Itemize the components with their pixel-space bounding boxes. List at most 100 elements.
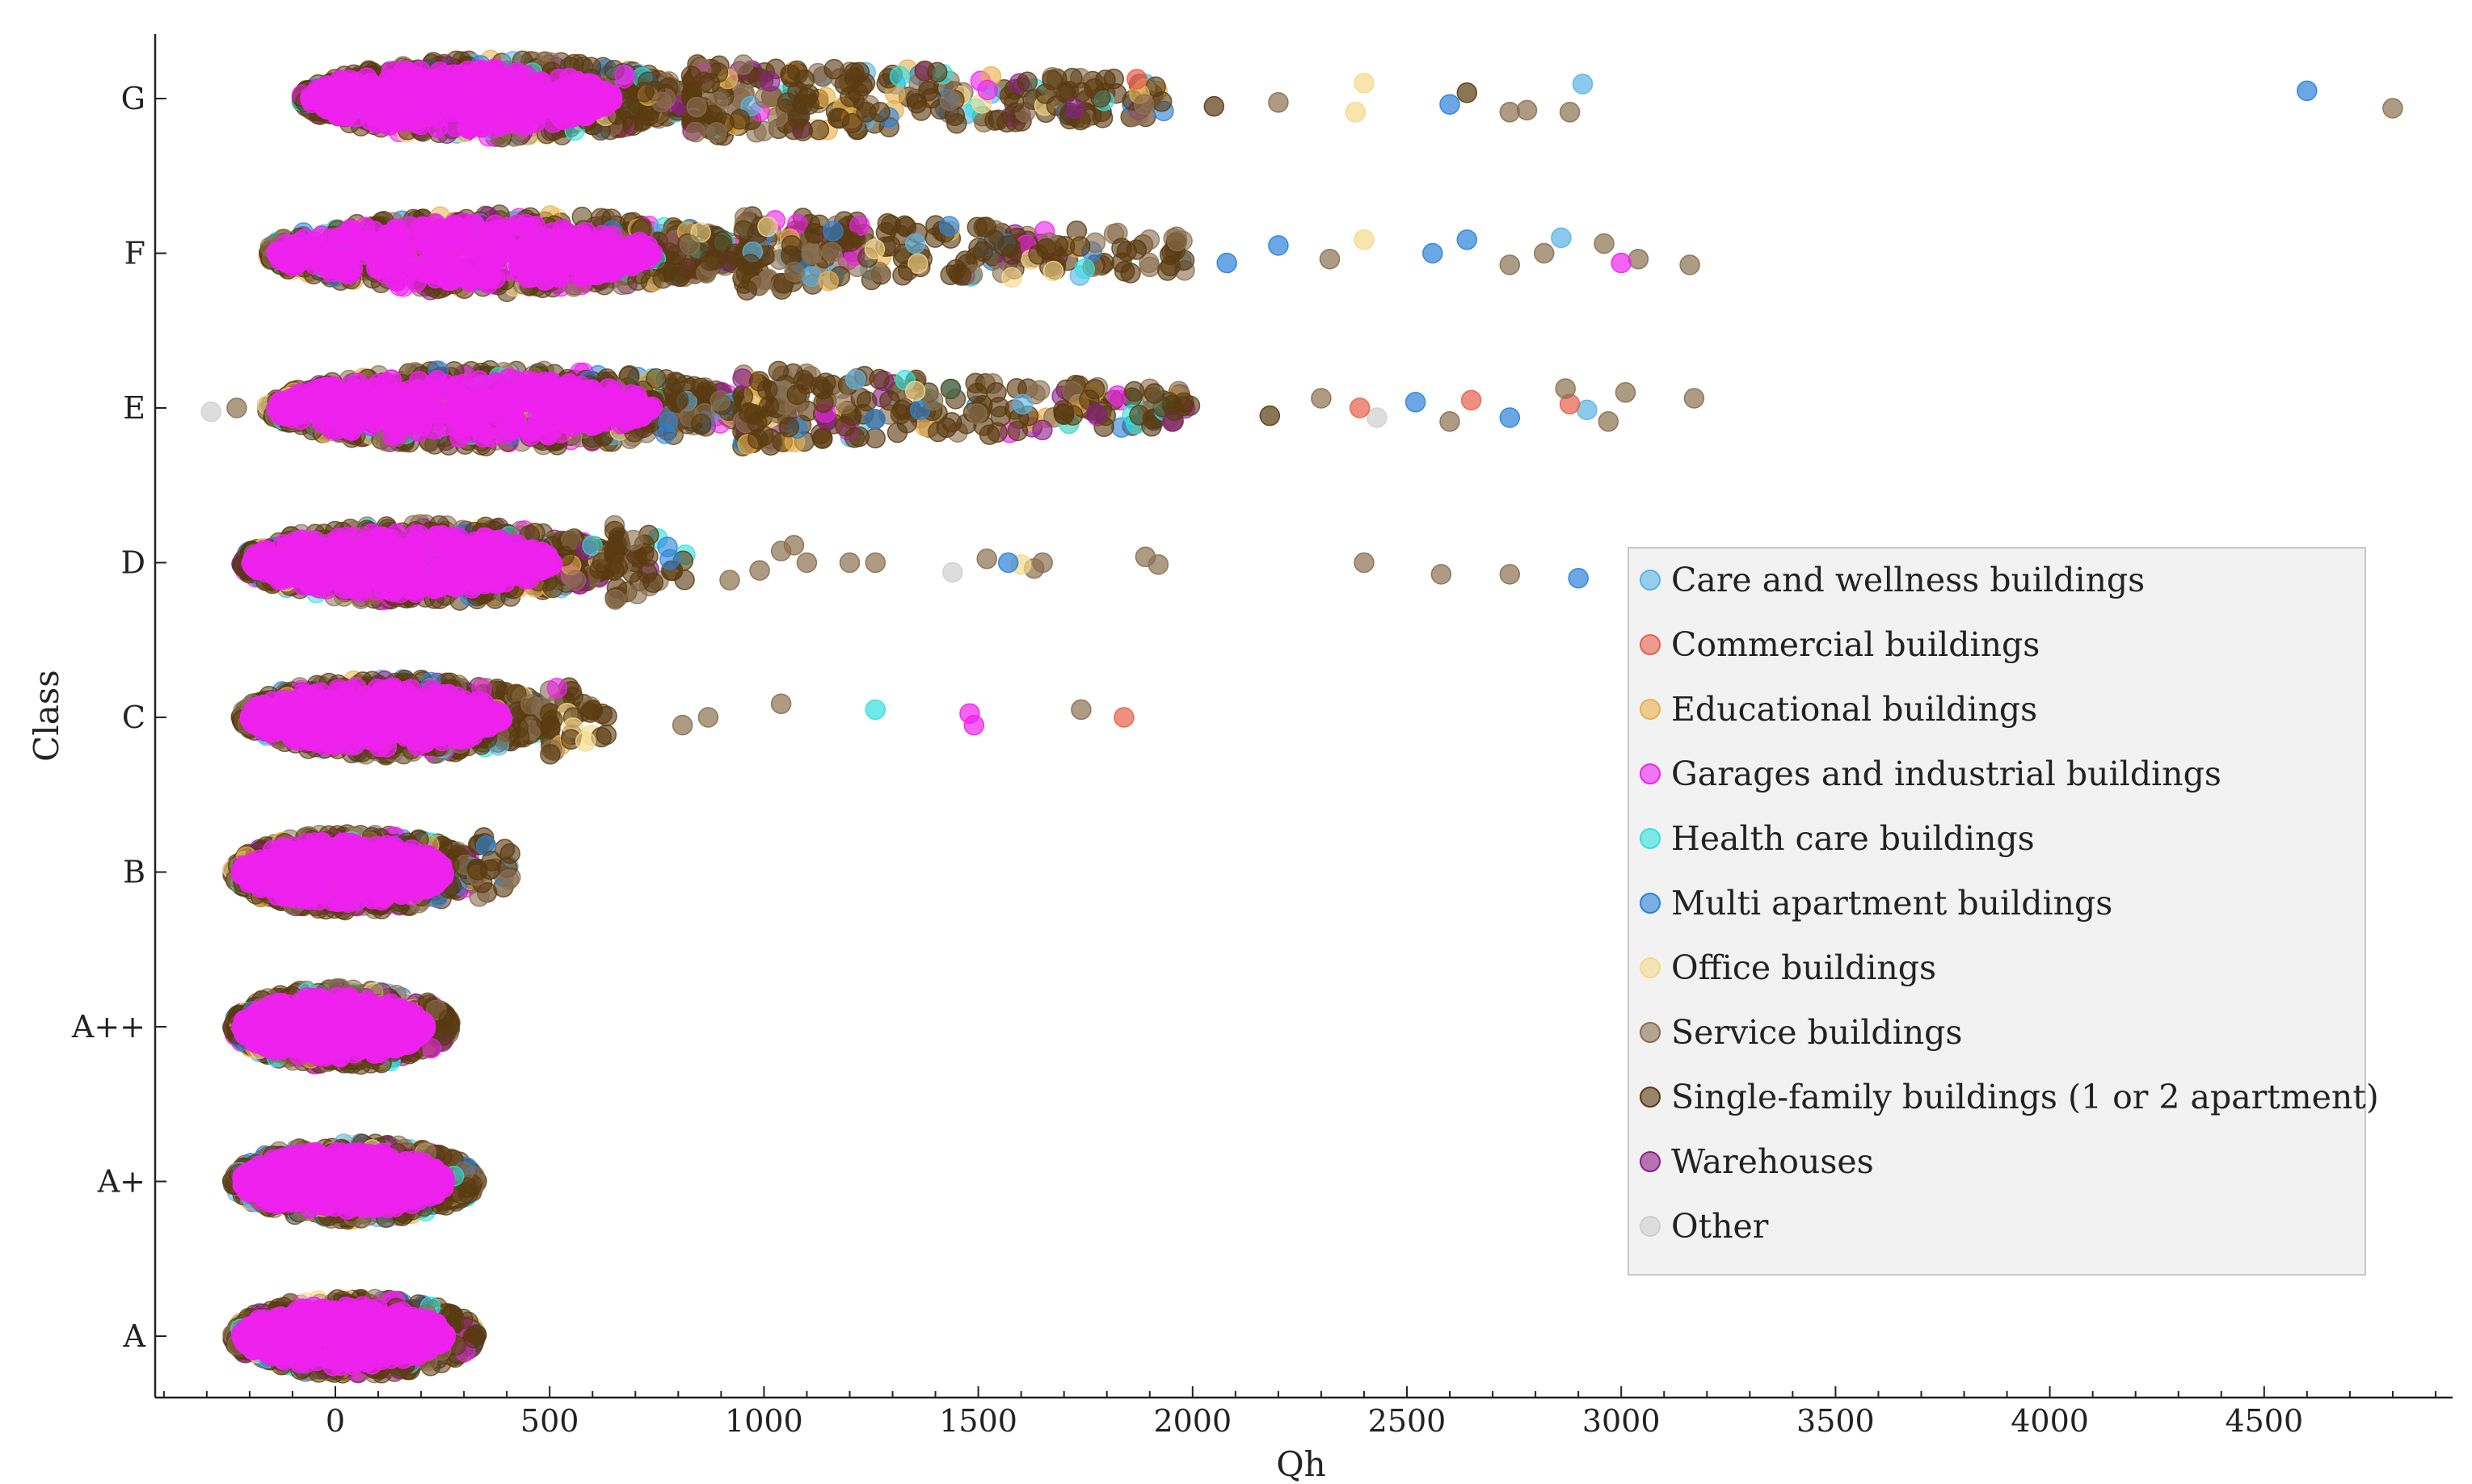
data-point bbox=[549, 250, 570, 271]
data-point bbox=[679, 234, 701, 255]
data-point bbox=[480, 256, 502, 278]
data-point bbox=[614, 65, 635, 86]
data-point bbox=[1046, 95, 1068, 116]
data-point bbox=[975, 217, 996, 238]
data-point bbox=[904, 233, 926, 254]
data-point bbox=[1143, 383, 1165, 404]
data-point bbox=[565, 570, 587, 591]
data-point bbox=[1157, 260, 1178, 281]
data-point bbox=[811, 427, 833, 449]
data-point bbox=[977, 79, 998, 101]
data-point bbox=[268, 241, 289, 263]
data-point bbox=[432, 88, 453, 110]
data-point bbox=[1166, 230, 1188, 252]
data-point bbox=[789, 105, 811, 126]
data-point bbox=[780, 64, 801, 85]
data-point bbox=[592, 388, 614, 410]
data-point bbox=[321, 261, 342, 283]
data-point bbox=[829, 107, 850, 129]
data-point bbox=[335, 240, 356, 261]
data-point bbox=[758, 395, 780, 417]
data-point bbox=[483, 96, 504, 117]
data-point bbox=[821, 242, 843, 263]
data-point bbox=[424, 251, 445, 272]
data-point bbox=[331, 78, 352, 99]
data-point bbox=[471, 374, 492, 396]
data-point bbox=[786, 384, 807, 406]
data-point bbox=[378, 75, 400, 97]
data-point bbox=[657, 536, 678, 557]
data-point bbox=[656, 261, 678, 283]
data-point bbox=[936, 417, 958, 439]
data-point bbox=[705, 122, 727, 143]
data-point bbox=[685, 121, 706, 143]
data-point bbox=[823, 58, 844, 80]
data-point bbox=[1139, 256, 1160, 278]
data-point bbox=[346, 383, 368, 404]
data-point bbox=[538, 372, 560, 394]
data-point bbox=[856, 102, 877, 123]
data-point bbox=[362, 103, 384, 124]
data-point bbox=[938, 216, 960, 237]
data-point bbox=[366, 258, 387, 279]
data-point bbox=[457, 117, 478, 138]
data-point bbox=[627, 100, 649, 121]
data-point bbox=[1007, 420, 1029, 442]
data-point bbox=[536, 422, 558, 444]
data-point bbox=[690, 377, 711, 399]
data-point bbox=[604, 589, 626, 610]
data-point bbox=[739, 254, 761, 275]
data-point bbox=[1001, 267, 1022, 288]
data-point bbox=[699, 250, 720, 271]
data-point bbox=[877, 212, 899, 234]
data-point bbox=[1151, 91, 1173, 112]
data-point bbox=[1030, 380, 1051, 401]
data-point bbox=[1053, 399, 1074, 421]
data-point bbox=[448, 398, 469, 419]
data-point bbox=[1129, 405, 1150, 426]
data-point bbox=[402, 97, 423, 119]
data-point bbox=[844, 62, 865, 83]
data-point bbox=[601, 225, 623, 246]
data-point bbox=[813, 392, 834, 414]
data-point bbox=[1069, 236, 1091, 257]
data-point bbox=[1164, 400, 1185, 422]
data-point bbox=[431, 402, 453, 423]
data-point bbox=[922, 389, 944, 411]
data-point bbox=[736, 280, 757, 301]
data-point bbox=[920, 87, 942, 109]
data-point bbox=[945, 259, 966, 280]
data-point bbox=[768, 360, 790, 382]
data-point bbox=[408, 66, 429, 87]
data-point bbox=[815, 372, 836, 393]
data-point bbox=[1028, 244, 1049, 265]
data-point bbox=[503, 403, 525, 425]
data-point bbox=[485, 220, 506, 241]
data-point bbox=[288, 243, 310, 264]
data-point bbox=[927, 61, 948, 83]
data-point bbox=[710, 390, 731, 411]
data-point bbox=[385, 270, 406, 292]
data-point bbox=[472, 427, 494, 448]
data-point bbox=[454, 64, 475, 86]
data-point bbox=[748, 371, 770, 392]
data-point bbox=[1012, 393, 1034, 415]
data-point bbox=[532, 96, 553, 118]
data-point bbox=[645, 368, 667, 389]
data-point bbox=[784, 261, 805, 283]
data-point bbox=[939, 90, 961, 111]
data-point bbox=[442, 221, 464, 242]
data-point bbox=[760, 70, 781, 92]
data-point bbox=[393, 386, 415, 407]
data-point bbox=[423, 373, 445, 394]
data-point bbox=[406, 271, 427, 292]
data-point bbox=[305, 247, 326, 268]
data-point bbox=[1032, 419, 1053, 441]
data-point bbox=[491, 71, 512, 92]
data-point bbox=[904, 380, 926, 401]
data-point bbox=[1062, 380, 1083, 402]
data-point bbox=[552, 219, 574, 240]
data-point bbox=[1126, 239, 1148, 260]
data-point bbox=[892, 265, 913, 286]
data-point bbox=[778, 417, 800, 438]
